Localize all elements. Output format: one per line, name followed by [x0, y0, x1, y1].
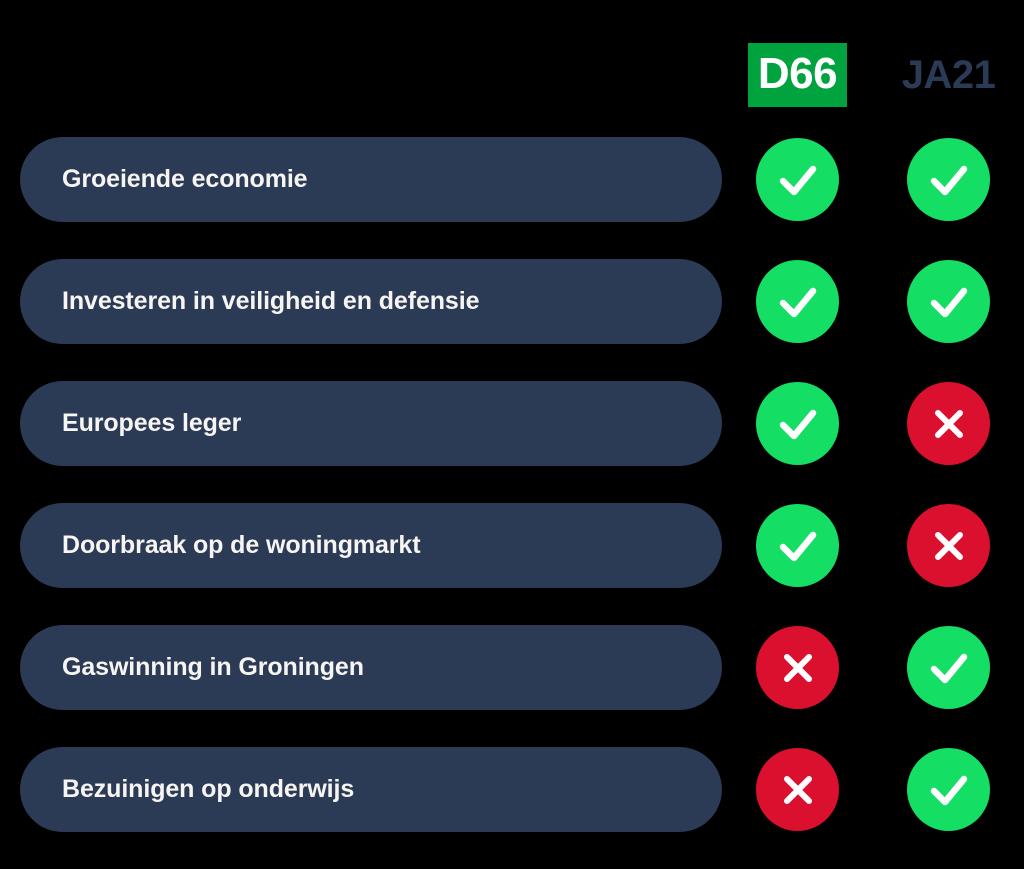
topic-pill[interactable]: Groeiende economie — [20, 137, 722, 222]
topic-pill[interactable]: Europees leger — [20, 381, 722, 466]
table-row: Europees leger — [0, 381, 1024, 466]
topic-label: Europees leger — [62, 409, 242, 437]
verdict-group — [722, 747, 1024, 832]
table-row: Doorbraak op de woningmarkt — [0, 503, 1024, 588]
topic-label: Investeren in veiligheid en defensie — [62, 287, 480, 315]
check-icon — [756, 138, 839, 221]
cross-icon — [756, 626, 839, 709]
topic-label: Groeiende economie — [62, 165, 308, 193]
verdict-cell-d66 — [722, 625, 873, 710]
verdict-group — [722, 381, 1024, 466]
table-row: Gaswinning in Groningen — [0, 625, 1024, 710]
verdict-group — [722, 137, 1024, 222]
cross-icon — [907, 382, 990, 465]
check-icon — [907, 748, 990, 831]
party-header-d66: D66 — [722, 36, 873, 114]
check-icon — [756, 260, 839, 343]
d66-logo: D66 — [747, 43, 848, 107]
verdict-cell-ja21 — [873, 625, 1024, 710]
verdict-cell-ja21 — [873, 747, 1024, 832]
topic-label: Doorbraak op de woningmarkt — [62, 531, 421, 559]
check-icon — [907, 138, 990, 221]
ja21-logo: JA21 — [901, 53, 996, 97]
verdict-group — [722, 259, 1024, 344]
topic-label: Gaswinning in Groningen — [62, 653, 364, 681]
verdict-group — [722, 503, 1024, 588]
party-header-row: D66 JA21 — [722, 36, 1024, 114]
check-icon — [907, 626, 990, 709]
verdict-cell-ja21 — [873, 137, 1024, 222]
topic-label: Bezuinigen op onderwijs — [62, 775, 355, 803]
cross-icon — [907, 504, 990, 587]
topic-pill[interactable]: Gaswinning in Groningen — [20, 625, 722, 710]
check-icon — [756, 504, 839, 587]
table-row: Investeren in veiligheid en defensie — [0, 259, 1024, 344]
verdict-cell-ja21 — [873, 503, 1024, 588]
topic-pill[interactable]: Investeren in veiligheid en defensie — [20, 259, 722, 344]
check-icon — [907, 260, 990, 343]
verdict-cell-d66 — [722, 381, 873, 466]
check-icon — [756, 382, 839, 465]
table-row: Bezuinigen op onderwijs — [0, 747, 1024, 832]
verdict-cell-d66 — [722, 503, 873, 588]
verdict-group — [722, 625, 1024, 710]
topic-pill[interactable]: Doorbraak op de woningmarkt — [20, 503, 722, 588]
table-row: Groeiende economie — [0, 137, 1024, 222]
cross-icon — [756, 748, 839, 831]
topic-rows: Groeiende economie Investeren in veilighe… — [0, 137, 1024, 869]
verdict-cell-ja21 — [873, 381, 1024, 466]
party-header-ja21: JA21 — [873, 36, 1024, 114]
verdict-cell-d66 — [722, 259, 873, 344]
verdict-cell-ja21 — [873, 259, 1024, 344]
topic-pill[interactable]: Bezuinigen op onderwijs — [20, 747, 722, 832]
verdict-cell-d66 — [722, 137, 873, 222]
verdict-cell-d66 — [722, 747, 873, 832]
